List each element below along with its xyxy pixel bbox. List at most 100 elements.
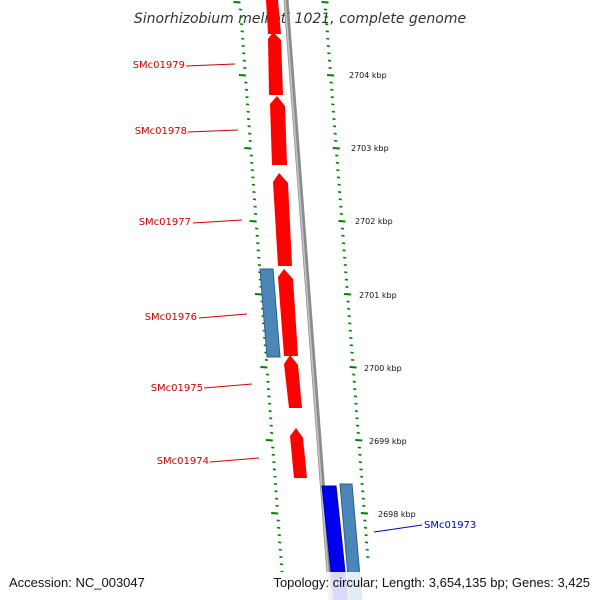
minor-tick	[239, 23, 244, 26]
major-tick	[254, 293, 263, 296]
gene-label[interactable]: SMc01977	[139, 217, 191, 228]
scale-label: 2701 kbp	[359, 291, 397, 300]
minor-tick	[332, 118, 336, 121]
minor-tick	[344, 271, 348, 274]
minor-tick	[346, 307, 351, 310]
minor-tick	[352, 373, 356, 376]
minor-tick	[278, 548, 282, 551]
minor-tick	[274, 490, 278, 493]
major-tick	[249, 220, 257, 223]
minor-tick	[343, 264, 347, 267]
minor-tick	[250, 169, 255, 172]
gene-label-selected[interactable]: SMc01973	[424, 520, 476, 531]
gene-label[interactable]: SMc01979	[133, 60, 185, 71]
minor-tick	[343, 256, 347, 259]
map-title: Sinorhizobium meliloti 1021, complete ge…	[134, 11, 466, 27]
minor-tick	[243, 66, 247, 69]
minor-tick	[273, 483, 278, 486]
gene-arrow-smc01979[interactable]	[268, 32, 283, 95]
gene-arrow-smc01975[interactable]	[284, 355, 302, 408]
gene-arrow-smc01977[interactable]	[273, 173, 292, 266]
minor-tick	[360, 483, 364, 486]
minor-tick	[256, 249, 260, 252]
minor-tick	[358, 461, 363, 464]
minor-tick	[349, 344, 354, 347]
minor-tick	[240, 30, 244, 33]
minor-tick	[335, 154, 339, 157]
major-tick	[265, 439, 273, 442]
major-tick	[360, 512, 368, 515]
scale-ticks	[233, 1, 370, 573]
minor-tick	[255, 234, 259, 237]
minor-tick	[339, 205, 343, 208]
minor-tick	[328, 66, 332, 69]
minor-tick	[324, 15, 328, 18]
major-tick	[332, 147, 340, 150]
gene-label[interactable]: SMc01975	[151, 383, 203, 394]
minor-tick	[267, 395, 271, 398]
minor-tick	[339, 212, 343, 215]
minor-tick	[355, 417, 359, 420]
minor-tick	[359, 468, 363, 471]
gene-block-reverse-selected-outer[interactable]	[339, 483, 363, 600]
minor-tick	[331, 110, 336, 113]
minor-tick	[252, 198, 257, 201]
minor-tick	[353, 395, 358, 398]
gene-label[interactable]: SMc01978	[135, 126, 187, 137]
major-tick	[349, 366, 357, 369]
gene-arrow-smc01976[interactable]	[278, 269, 298, 356]
reverse-strand-genes	[259, 268, 363, 600]
minor-tick	[350, 351, 354, 354]
minor-tick	[366, 556, 370, 559]
gene-label[interactable]: SMc01974	[157, 456, 209, 467]
minor-tick	[248, 139, 252, 142]
minor-tick	[277, 534, 281, 537]
minor-tick	[345, 285, 349, 288]
minor-tick	[337, 191, 342, 194]
minor-tick	[271, 446, 275, 449]
minor-tick	[239, 15, 243, 18]
topology-text: Topology: circular; Length: 3,654,135 bp…	[273, 575, 590, 590]
minor-tick	[256, 242, 260, 245]
minor-tick	[264, 358, 269, 361]
minor-tick	[245, 96, 249, 99]
minor-tick	[271, 453, 275, 456]
minor-tick	[348, 329, 352, 332]
minor-tick	[269, 417, 273, 420]
minor-tick	[335, 161, 340, 164]
minor-tick	[341, 242, 346, 245]
minor-tick	[246, 118, 251, 121]
minor-tick	[249, 154, 253, 157]
gene-label[interactable]: SMc01976	[145, 312, 197, 323]
scale-labels: 2704 kbp 2703 kbp 2702 kbp 2701 kbp 2700…	[349, 71, 416, 519]
minor-tick	[342, 249, 346, 252]
gene-arrow-smc01978[interactable]	[270, 96, 287, 165]
gene-arrow-smc01974[interactable]	[290, 428, 307, 478]
gene-block-reverse-selected[interactable]	[321, 485, 349, 600]
minor-tick	[245, 103, 250, 106]
minor-tick	[325, 23, 329, 26]
minor-tick	[340, 227, 345, 230]
minor-tick	[344, 278, 349, 281]
major-tick	[343, 293, 352, 296]
scale-label: 2699 kbp	[369, 437, 407, 446]
minor-tick	[278, 541, 282, 544]
minor-tick	[358, 453, 362, 456]
minor-tick	[257, 264, 262, 267]
major-tick	[355, 439, 363, 442]
minor-tick	[255, 227, 259, 230]
minor-tick	[341, 234, 345, 237]
minor-tick	[336, 176, 341, 179]
gene-labels: SMc01979 SMc01978 SMc01977 SMc01976 SMc0…	[133, 60, 477, 531]
minor-tick	[327, 59, 332, 62]
gene-arrow-top[interactable]	[266, 0, 281, 34]
minor-tick	[356, 431, 360, 434]
major-tick	[321, 1, 329, 4]
minor-tick	[251, 176, 255, 179]
label-leaders	[185, 63, 423, 533]
minor-tick	[269, 424, 273, 427]
gene-block-reverse[interactable]	[259, 268, 281, 358]
minor-tick	[363, 519, 367, 522]
